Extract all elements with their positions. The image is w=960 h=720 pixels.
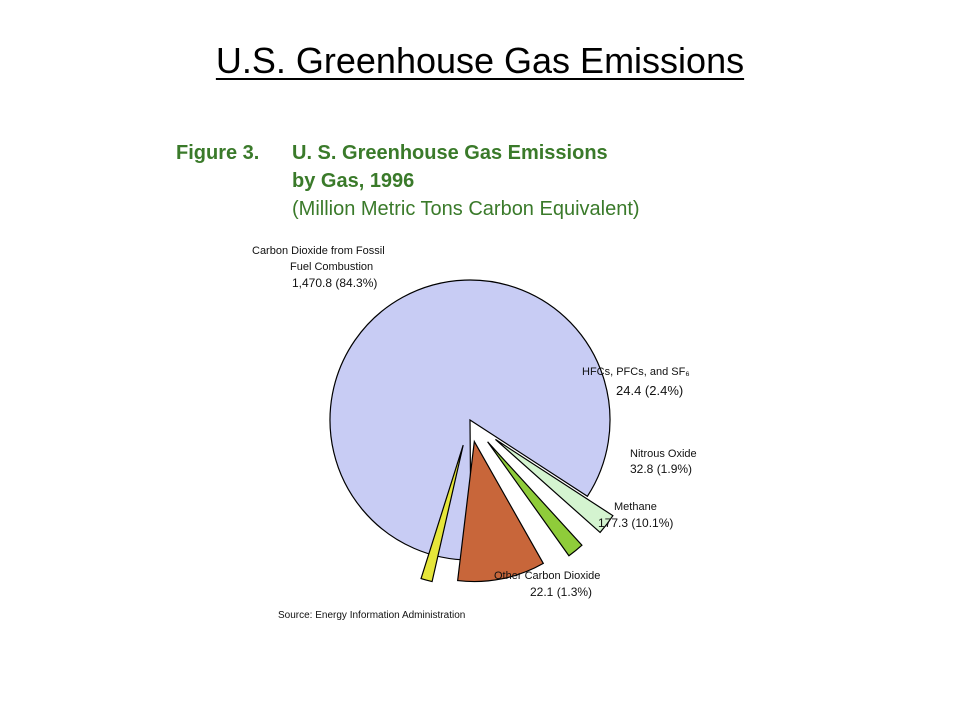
slice-value-hfcs: 24.4 (2.4%) [616,383,684,398]
slice-value-methane: 177.3 (10.1%) [598,516,674,530]
chart-source: Source: Energy Information Administratio… [278,610,466,621]
chart-title-line-1: U. S. Greenhouse Gas Emissions [292,142,608,164]
slice-label-hfcs: HFCs, PFCs, and SF₆ [582,366,690,378]
slice-label-nitrous-oxide: Nitrous Oxide [630,448,697,460]
slice-label-co2-fossil-line-1: Carbon Dioxide from Fossil [252,245,385,257]
slice-co2-fossil [329,279,611,561]
slice-value-other-co2: 22.1 (1.3%) [530,585,593,599]
slice-hfcs [495,438,614,534]
slice-value-co2-fossil: 1,470.8 (84.3%) [292,276,378,290]
chart-title-line-2: by Gas, 1996 [292,170,415,192]
slice-value-nitrous-oxide: 32.8 (1.9%) [630,462,693,476]
chart-subtitle: (Million Metric Tons Carbon Equivalent) [292,198,640,220]
slice-other-co2 [420,444,464,583]
slice-label-other-co2: Other Carbon Dioxide [494,570,601,582]
slide-title: U.S. Greenhouse Gas Emissions [215,40,745,81]
figure-label: Figure 3. [176,142,260,164]
slice-label-co2-fossil-line-2: Fuel Combustion [290,261,374,273]
slice-methane [456,439,545,583]
slice-nitrous-oxide [487,441,583,557]
slice-label-methane: Methane [614,501,657,513]
